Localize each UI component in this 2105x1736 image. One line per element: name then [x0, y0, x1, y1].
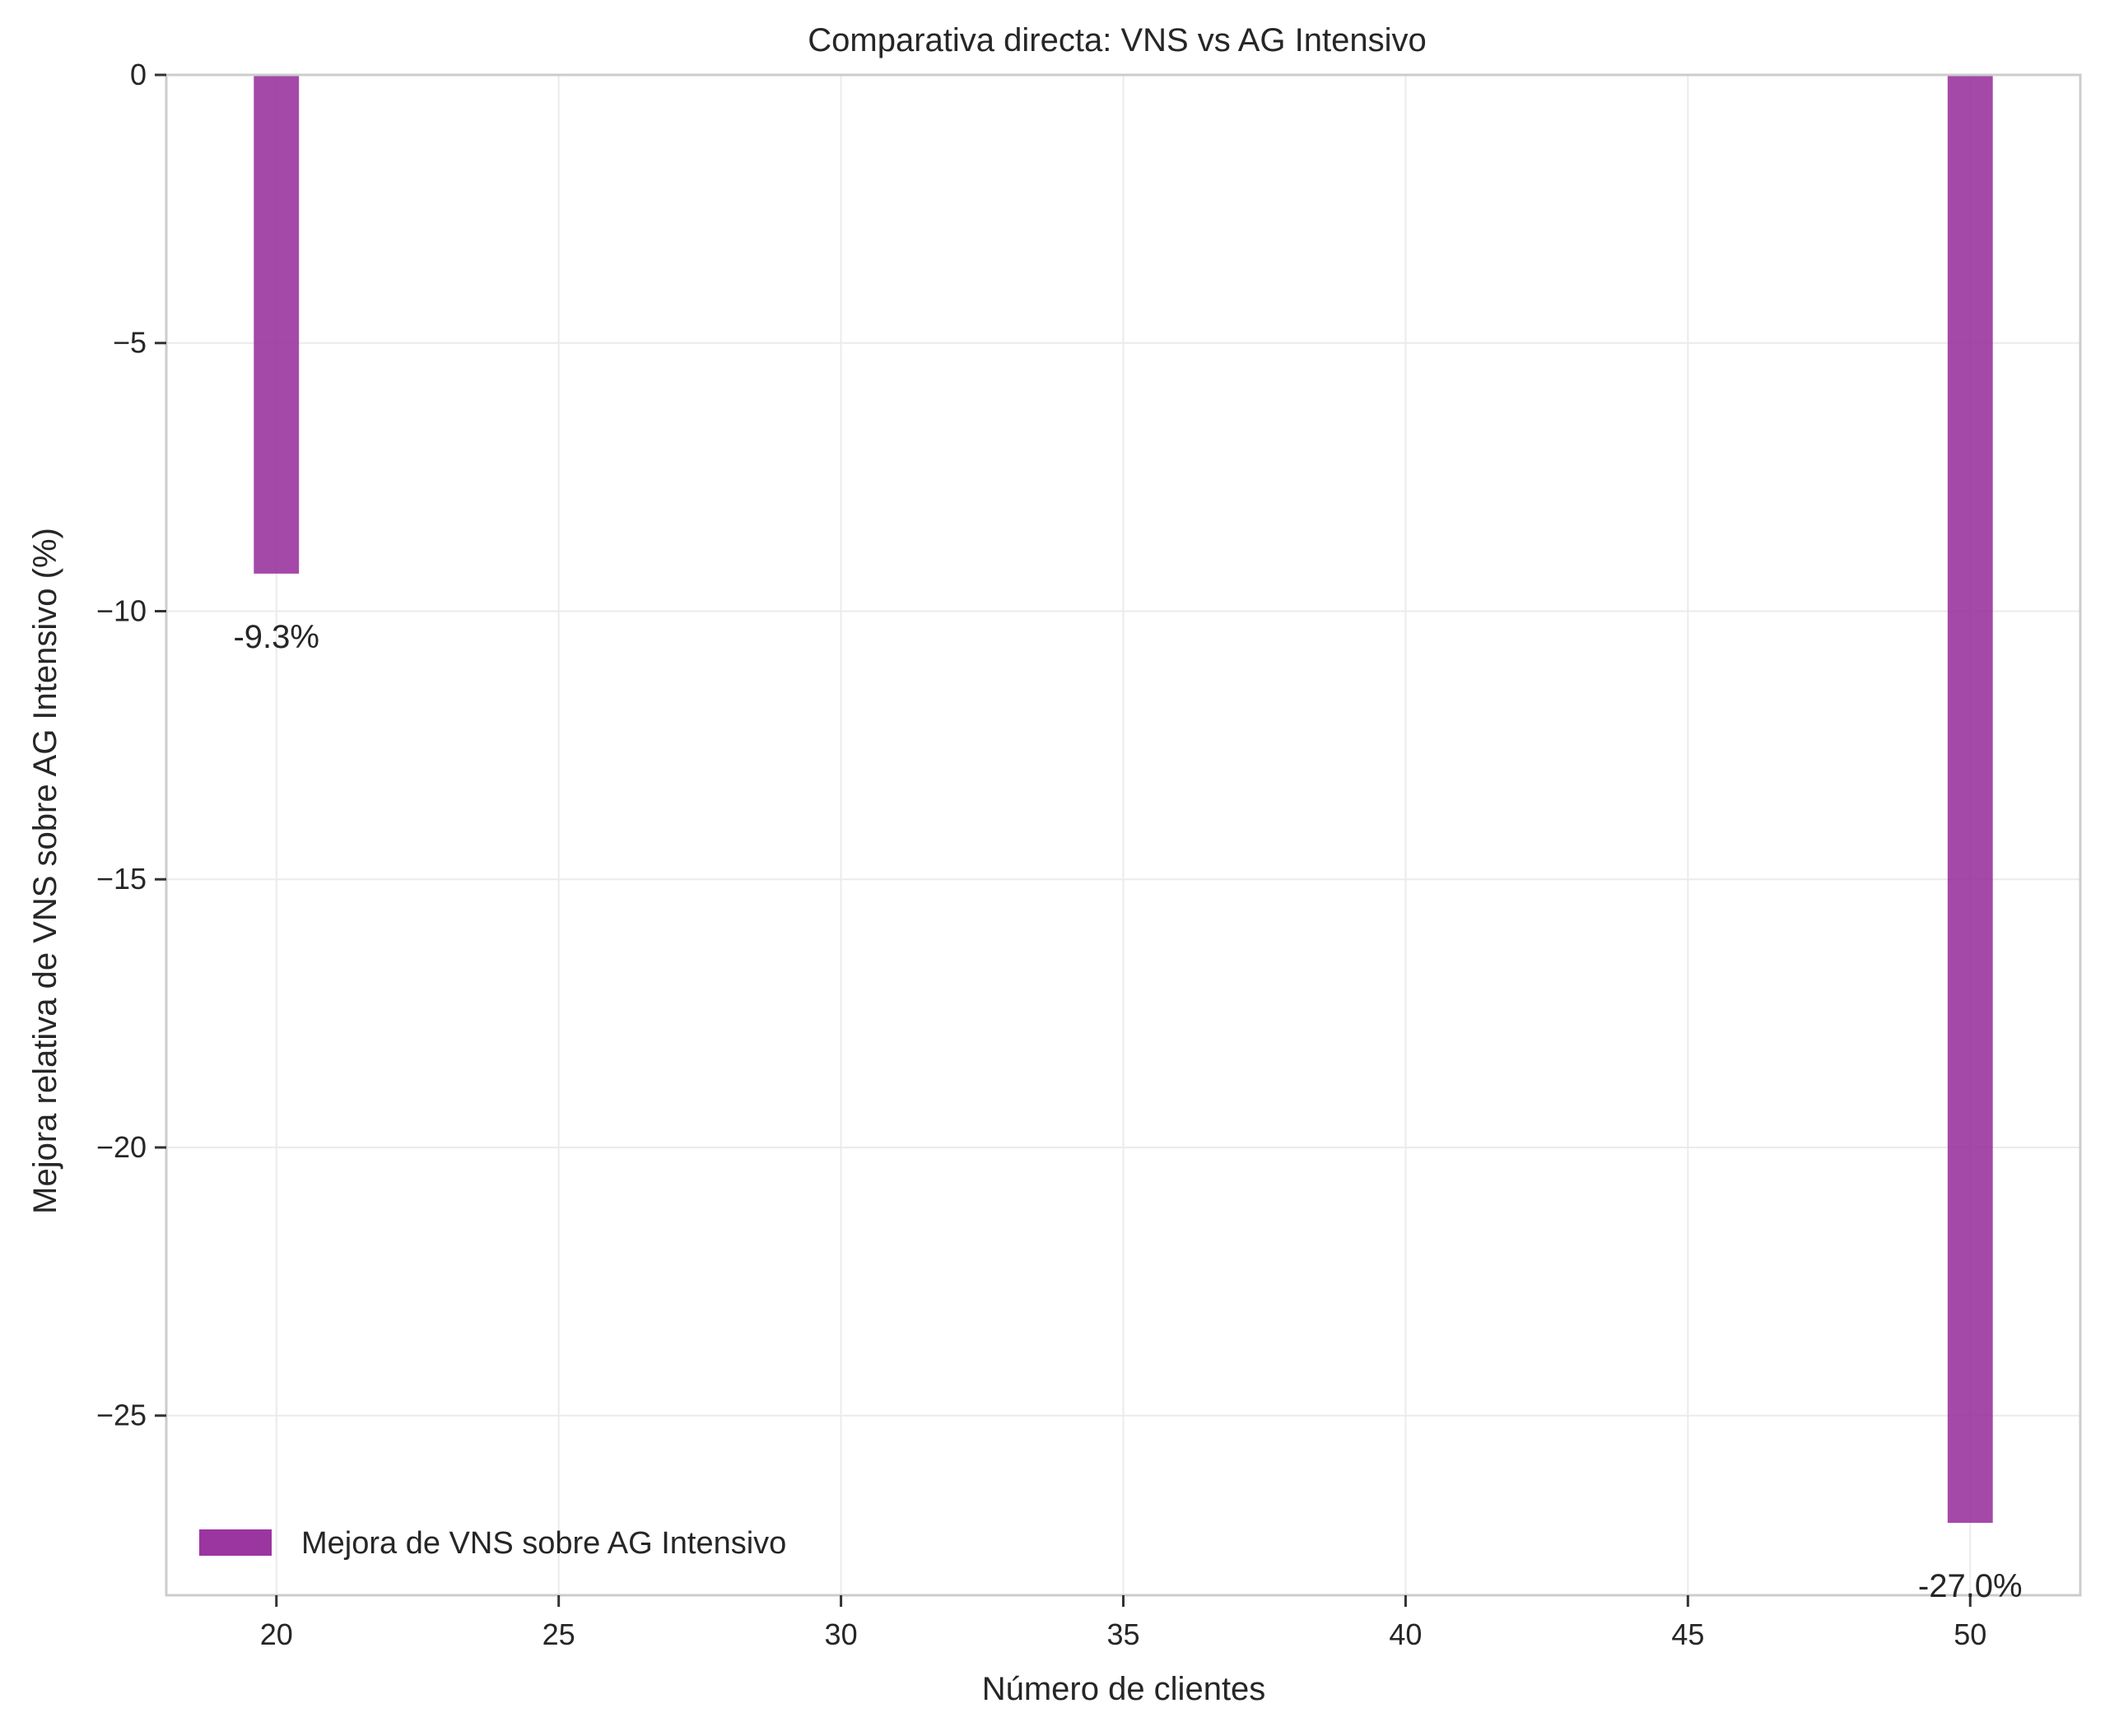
bar: [1947, 75, 1993, 1524]
grid-lines: [166, 74, 2080, 1595]
x-tick-label: 45: [1671, 1617, 1704, 1651]
x-tick-label: 50: [1954, 1617, 1986, 1651]
x-tick-label: 25: [543, 1617, 575, 1651]
data-labels: -9.3% -27.0%: [233, 619, 2022, 1604]
x-tick-label: 20: [260, 1617, 293, 1651]
x-tick-label: 30: [825, 1617, 858, 1651]
y-tick-label: −5: [113, 326, 147, 360]
y-tick-label: −25: [96, 1399, 147, 1432]
y-tick-label: −15: [96, 862, 147, 896]
x-tick-label: 40: [1389, 1617, 1422, 1651]
x-tick-label: 35: [1106, 1617, 1139, 1651]
bar-value-label: -9.3%: [233, 619, 319, 655]
legend-swatch: [199, 1529, 272, 1556]
y-tick-label: −10: [96, 593, 147, 627]
bar-value-label: -27.0%: [1918, 1568, 2023, 1604]
bars: [254, 75, 1993, 1524]
x-axis-label: Número de clientes: [982, 1671, 1266, 1707]
axis-ticks: 20 25 30 35 40 45 50 0 −5 −10 −15 −20 −25: [96, 58, 1986, 1651]
y-tick-label: 0: [130, 58, 147, 91]
bar: [254, 75, 300, 574]
legend: Mejora de VNS sobre AG Intensivo: [199, 1526, 786, 1561]
y-axis-label: Mejora relativa de VNS sobre AG Intensiv…: [27, 528, 63, 1214]
legend-label: Mejora de VNS sobre AG Intensivo: [301, 1526, 786, 1561]
y-tick-label: −20: [96, 1130, 147, 1164]
chart-title: Comparativa directa: VNS vs AG Intensivo: [808, 22, 1426, 58]
